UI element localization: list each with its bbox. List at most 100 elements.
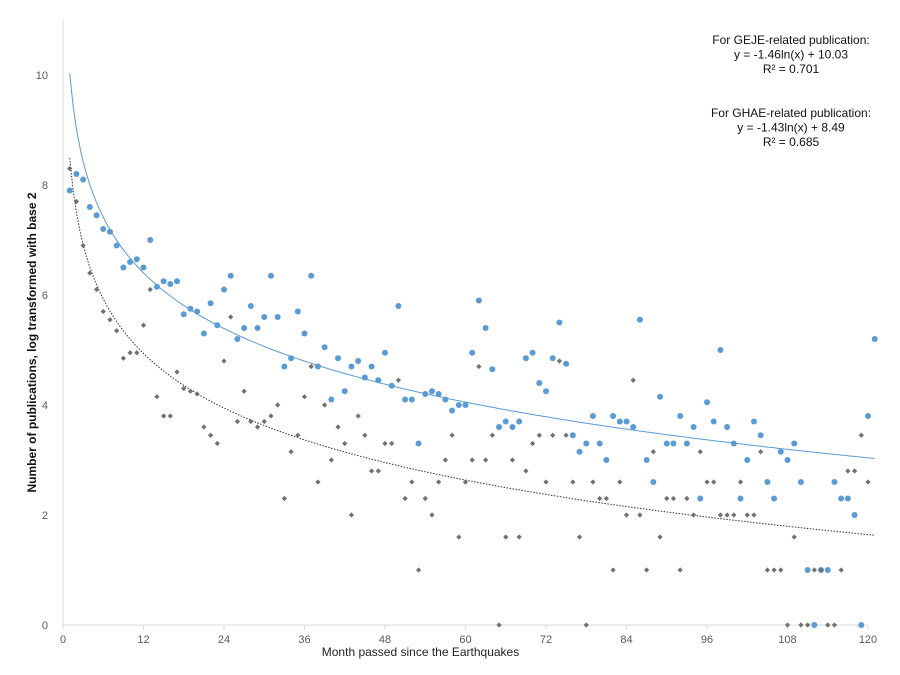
geje-point (683, 440, 690, 447)
ghae-point (623, 512, 630, 518)
ghae-point (798, 622, 804, 628)
geje-point (610, 413, 617, 419)
ghae-point (322, 402, 328, 408)
ghae-point (422, 495, 428, 502)
ghae-point (429, 512, 435, 518)
ghae-point (865, 479, 871, 485)
ghae-point (489, 432, 495, 438)
x-tick-labels: 0 12 24 36 48 60 72 84 96 108 120 (60, 625, 877, 646)
geje-point (851, 512, 858, 518)
ghae-point (107, 317, 113, 323)
x-tick-label: 96 (701, 634, 713, 646)
geje-point (824, 567, 831, 573)
geje-point (496, 424, 503, 430)
ghae-point (851, 468, 858, 474)
x-tick-label: 12 (137, 634, 149, 646)
ghae-point (509, 457, 516, 463)
geje-point (858, 622, 865, 628)
ghae-point (610, 567, 616, 573)
ghae-point (87, 270, 93, 276)
ghae-point (254, 424, 261, 430)
geje-point (744, 457, 751, 463)
geje-point (677, 413, 684, 419)
geje-point (569, 432, 576, 439)
geje-point (93, 212, 100, 219)
ghae-point (496, 622, 502, 628)
ghae-point (590, 479, 596, 485)
geje-point (509, 424, 516, 430)
ghae-point (154, 394, 160, 400)
x-tick-label: 24 (218, 634, 230, 646)
geje-point (502, 418, 509, 425)
ghae-point (845, 468, 851, 474)
ghae-point (342, 440, 348, 447)
geje-point (207, 300, 214, 307)
geje-point (475, 297, 482, 304)
geje-point (80, 176, 87, 183)
geje-point (630, 424, 637, 430)
ghae-point (751, 512, 757, 518)
geje-point (106, 228, 113, 235)
geje-point (281, 363, 288, 370)
geje-point (730, 440, 737, 447)
ghae-point (328, 457, 334, 463)
geje-point (838, 495, 845, 502)
ghae-point (536, 432, 542, 438)
equation-line: y = -1.43ln(x) + 8.49 (737, 121, 845, 135)
geje-point (697, 495, 704, 502)
y-tick-label: 6 (42, 290, 48, 302)
geje-point (402, 396, 409, 403)
ghae-point (771, 567, 777, 573)
y-tick-labels: 0 2 4 6 8 10 (36, 70, 48, 632)
geje-point (556, 319, 563, 326)
geje-point (865, 413, 871, 419)
ghae-point (617, 479, 623, 485)
ghae-point (684, 495, 690, 502)
ghae-point (811, 567, 817, 573)
geje-point (516, 418, 523, 425)
ghae-point (301, 394, 308, 400)
geje-point (710, 418, 717, 425)
ghae-point (368, 468, 375, 474)
ghae-point (409, 479, 415, 485)
ghae-point (637, 512, 643, 518)
geje-point (737, 495, 744, 502)
geje-point (147, 237, 154, 243)
y-axis-title: Number of publications, log transformed … (25, 192, 39, 492)
ghae-point (483, 457, 489, 463)
ghae-point (469, 457, 475, 463)
geje-point (422, 391, 429, 397)
ghae-point (194, 391, 200, 397)
ghae-point (597, 495, 603, 502)
geje-point (791, 440, 798, 447)
ghae-point (737, 479, 744, 485)
geje-point (603, 457, 610, 463)
ghae-point (697, 449, 703, 455)
geje-point (636, 316, 643, 323)
x-tick-label: 0 (60, 634, 66, 646)
geje-point (522, 355, 529, 362)
geje-point (871, 336, 878, 342)
geje-point (267, 272, 274, 279)
ghae-point (275, 402, 281, 408)
ghae-point (664, 495, 670, 502)
geje-point (797, 479, 804, 485)
ghae-point (161, 413, 167, 419)
ghae-point (288, 449, 294, 455)
geje-point (704, 399, 710, 406)
x-tick-label: 120 (859, 634, 877, 646)
ghae-point (838, 567, 844, 573)
ghae-point (127, 350, 133, 356)
ghae-point (717, 512, 724, 518)
ghae-point (476, 363, 482, 370)
geje-point (435, 391, 442, 397)
geje-point (563, 360, 570, 367)
geje-point (113, 242, 120, 249)
geje-point (247, 303, 254, 309)
geje-point (650, 479, 657, 485)
geje-point (750, 418, 757, 425)
ghae-point (395, 377, 402, 383)
ghae-point (93, 286, 100, 293)
ghae-point (140, 322, 147, 328)
ghae-point (677, 567, 683, 573)
